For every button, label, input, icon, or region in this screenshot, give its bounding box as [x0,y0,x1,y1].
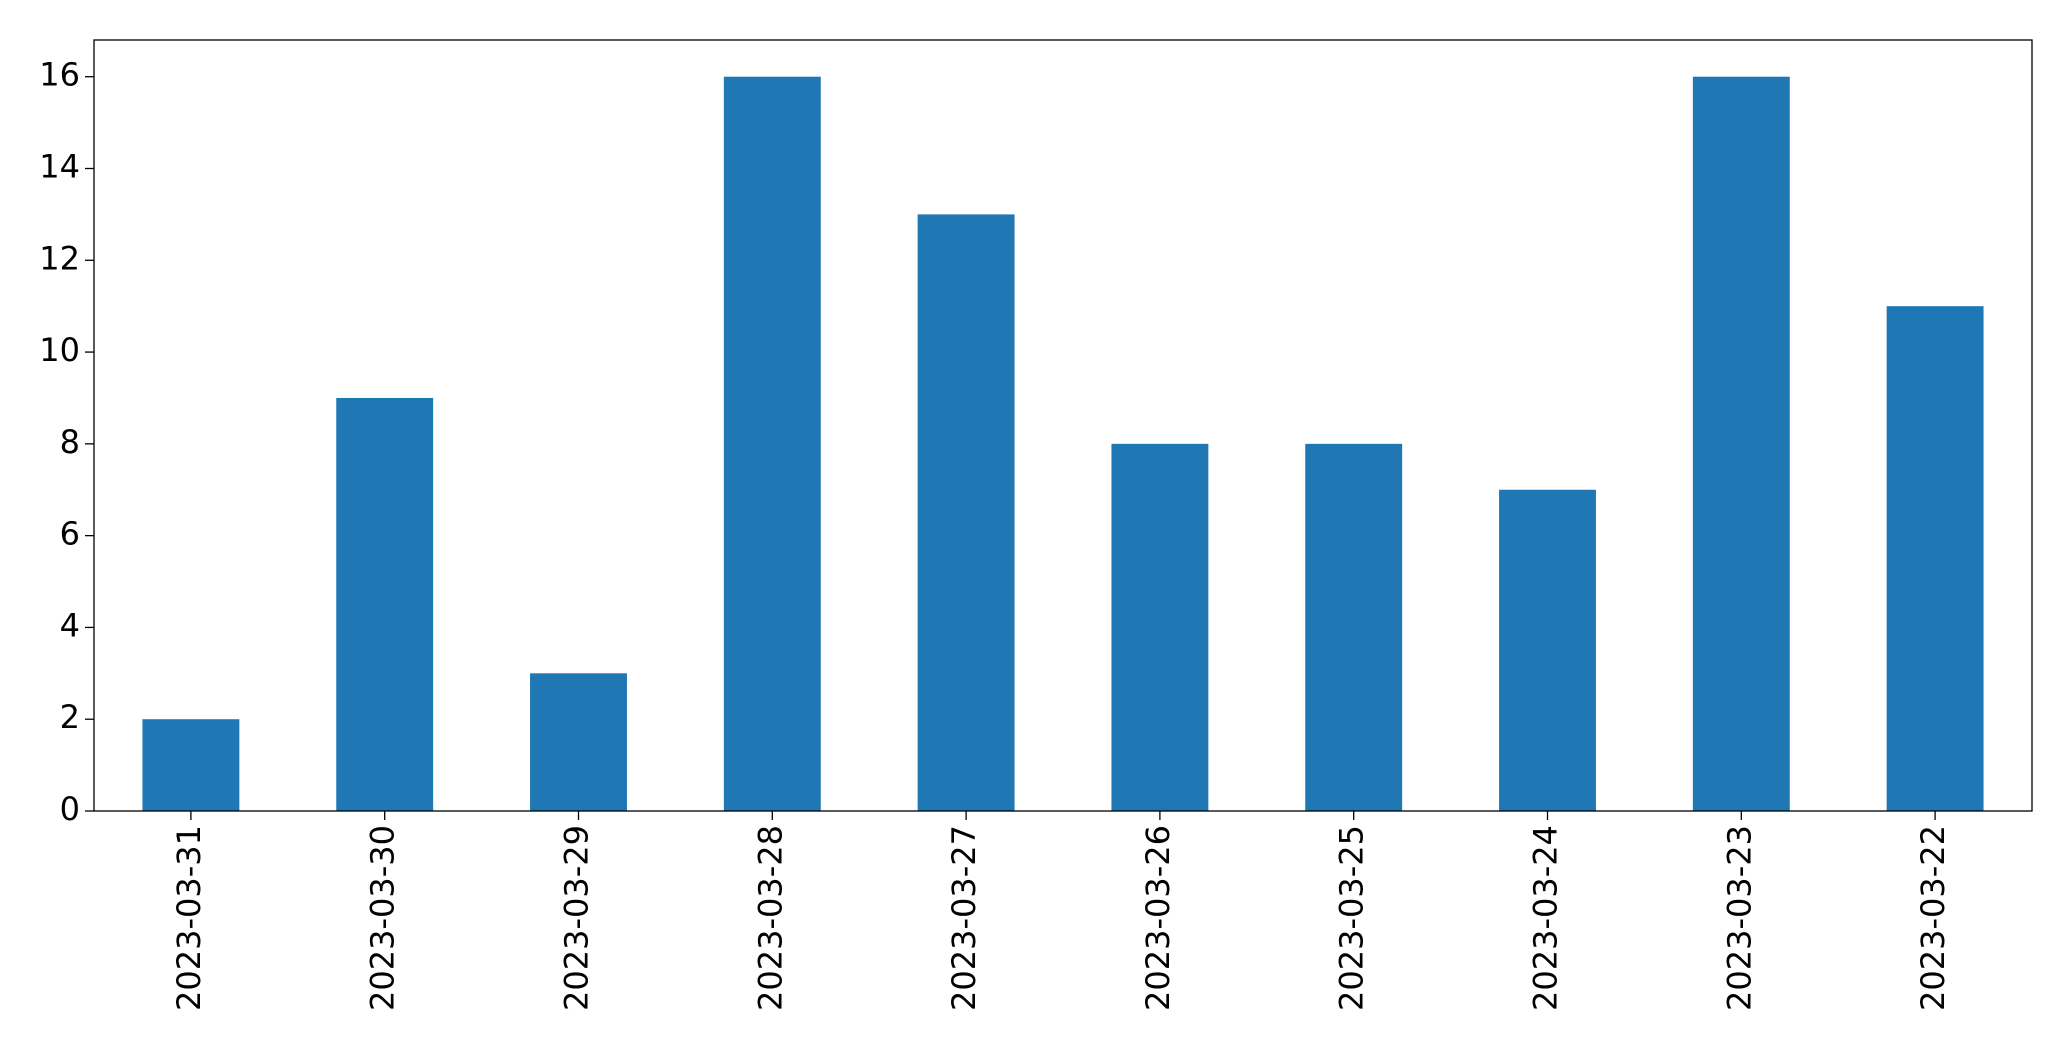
x-tick-label: 2023-03-26 [1139,825,1177,1011]
y-tick-label: 0 [60,790,80,828]
bar [530,673,627,811]
bar [1111,443,1209,811]
plot-frame [93,39,2033,812]
y-tick-label: 8 [60,423,80,461]
y-tick-label: 2 [60,698,80,736]
y-tick-label: 4 [60,606,80,644]
bar [917,214,1015,812]
x-tick-label: 2023-03-27 [945,825,983,1011]
y-tick-label: 14 [39,148,80,186]
y-tick-label: 16 [39,56,80,94]
x-tick-label: 2023-03-24 [1527,825,1565,1011]
y-tick-label: 12 [39,239,80,277]
x-tick-label: 2023-03-22 [1914,825,1952,1011]
x-tick-label: 2023-03-31 [170,825,208,1011]
x-tick-label: 2023-03-29 [558,825,596,1011]
bar [336,397,434,811]
bar [723,76,821,811]
bar [142,719,240,811]
x-tick-label: 2023-03-23 [1720,825,1758,1011]
x-tick-label: 2023-03-30 [364,825,402,1011]
x-tick-label: 2023-03-25 [1333,825,1371,1011]
bar [1692,76,1790,811]
y-tick-label: 6 [60,515,80,553]
bar [1499,489,1596,811]
bar [1305,443,1403,811]
x-tick-label: 2023-03-28 [751,825,789,1011]
y-tick-label: 10 [39,331,80,369]
bar [1886,306,1984,811]
